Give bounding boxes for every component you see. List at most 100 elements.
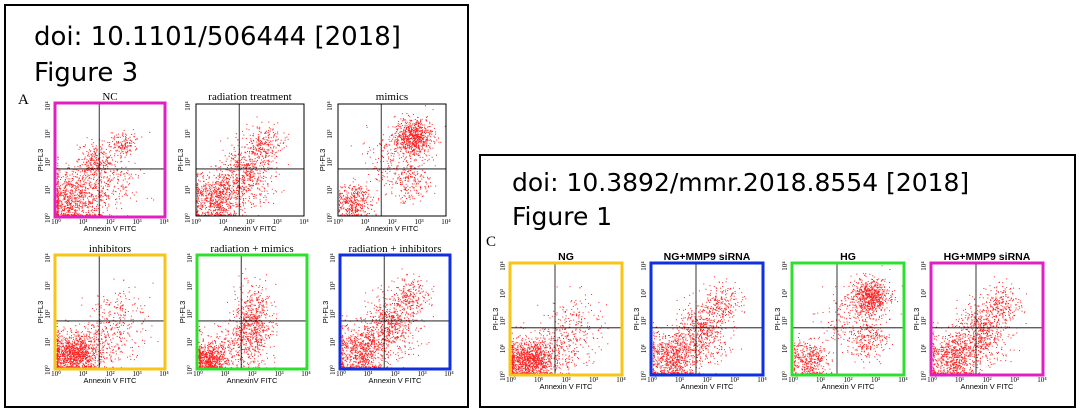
scatter-dot	[109, 181, 111, 183]
scatter-dot	[107, 180, 109, 182]
scatter-dot	[226, 191, 227, 193]
scatter-dot	[227, 137, 229, 139]
scatter-dot	[96, 163, 98, 165]
scatter-dot	[425, 181, 427, 183]
scatter-dot	[202, 206, 204, 208]
scatter-dot	[207, 197, 209, 199]
scatter-dot	[202, 177, 204, 179]
scatter-dot	[261, 148, 263, 150]
scatter-dot	[62, 343, 64, 344]
scatter-dot	[222, 191, 224, 193]
scatter-dot	[420, 120, 422, 122]
scatter-dot	[346, 210, 348, 212]
scatter-dot	[84, 202, 86, 204]
scatter-dot	[389, 144, 391, 146]
scatter-dot	[407, 139, 409, 141]
scatter-dot	[209, 204, 211, 206]
scatter-dot	[417, 131, 419, 132]
scatter-dot	[236, 177, 238, 179]
scatter-dot	[96, 343, 98, 345]
scatter-dot	[357, 192, 359, 194]
scatter-dot	[216, 204, 218, 206]
scatter-dot	[394, 151, 396, 152]
scatter-dot	[393, 155, 395, 157]
scatter-dot	[259, 194, 261, 196]
scatter-dot	[343, 201, 345, 203]
scatter-dot	[272, 152, 274, 154]
scatter-dot	[102, 328, 103, 330]
scatter-dot	[393, 142, 395, 144]
scatter-dot	[210, 199, 212, 201]
scatter-dot	[124, 147, 126, 149]
scatter-dot	[353, 177, 355, 179]
scatter-dot	[385, 170, 386, 172]
scatter-dot	[80, 183, 82, 185]
scatter-dot	[95, 151, 97, 153]
scatter-dot	[68, 208, 70, 210]
scatter-dot	[401, 131, 403, 133]
scatter-dot	[210, 210, 212, 211]
scatter-dot	[231, 187, 233, 189]
scatter-dot	[106, 161, 108, 163]
scatter-dot	[131, 134, 133, 135]
scatter-dot	[93, 365, 95, 367]
scatter-dot	[267, 183, 269, 184]
scatter-dot	[100, 181, 102, 183]
scatter-dot	[224, 201, 226, 203]
scatter-dot	[210, 198, 212, 200]
scatter-dot	[141, 136, 143, 138]
scatter-dot	[73, 356, 75, 358]
scatter-dot	[251, 162, 253, 164]
scatter-dot	[196, 201, 198, 203]
scatter-dot	[263, 160, 265, 162]
scatter-dot	[77, 331, 79, 332]
scatter-dot	[408, 114, 409, 116]
scatter-dot	[405, 177, 407, 179]
scatter-dot	[205, 198, 207, 200]
scatter-dot	[105, 195, 107, 196]
scatter-dot	[84, 173, 85, 175]
scatter-dot	[66, 172, 68, 173]
scatter-dot	[265, 152, 267, 154]
scatter-dot	[98, 339, 99, 341]
scatter-dot	[412, 141, 414, 142]
scatter-dot	[82, 209, 84, 211]
scatter-dot	[410, 176, 412, 178]
scatter-dot	[84, 158, 86, 159]
scatter-dot	[95, 187, 97, 189]
scatter-dot	[409, 138, 411, 139]
scatter-dot	[211, 192, 213, 193]
scatter-dot	[405, 161, 407, 163]
scatter-dot	[377, 145, 378, 147]
scatter-dot	[80, 361, 82, 363]
scatter-dot	[210, 204, 212, 205]
scatter-dot	[103, 309, 105, 311]
scatter-dot	[88, 361, 90, 363]
scatter-dot	[250, 151, 252, 153]
scatter-dot	[217, 210, 219, 212]
scatter-dot	[233, 183, 235, 185]
scatter-dot	[119, 146, 120, 148]
scatter-dot	[114, 333, 116, 335]
scatter-dot	[255, 194, 257, 196]
scatter-dot	[263, 150, 265, 152]
scatter-dot	[236, 165, 238, 167]
scatter-dot	[236, 166, 238, 168]
scatter-dot	[99, 173, 101, 175]
scatter-dot	[85, 189, 87, 191]
scatter-dot	[400, 179, 402, 181]
scatter-dot	[251, 185, 253, 187]
scatter-dot	[228, 175, 230, 177]
scatter-dot	[363, 142, 365, 144]
scatter-dot	[376, 202, 378, 204]
scatter-dot	[356, 203, 358, 204]
scatter-dot	[426, 120, 428, 122]
scatter-dot	[80, 206, 82, 208]
scatter-dot	[355, 189, 357, 191]
scatter-dot	[101, 199, 103, 201]
scatter-dot	[258, 130, 260, 132]
scatter-dot	[202, 201, 204, 203]
scatter-dot	[236, 196, 238, 198]
scatter-dot	[341, 187, 343, 189]
scatter-dot	[368, 174, 370, 175]
